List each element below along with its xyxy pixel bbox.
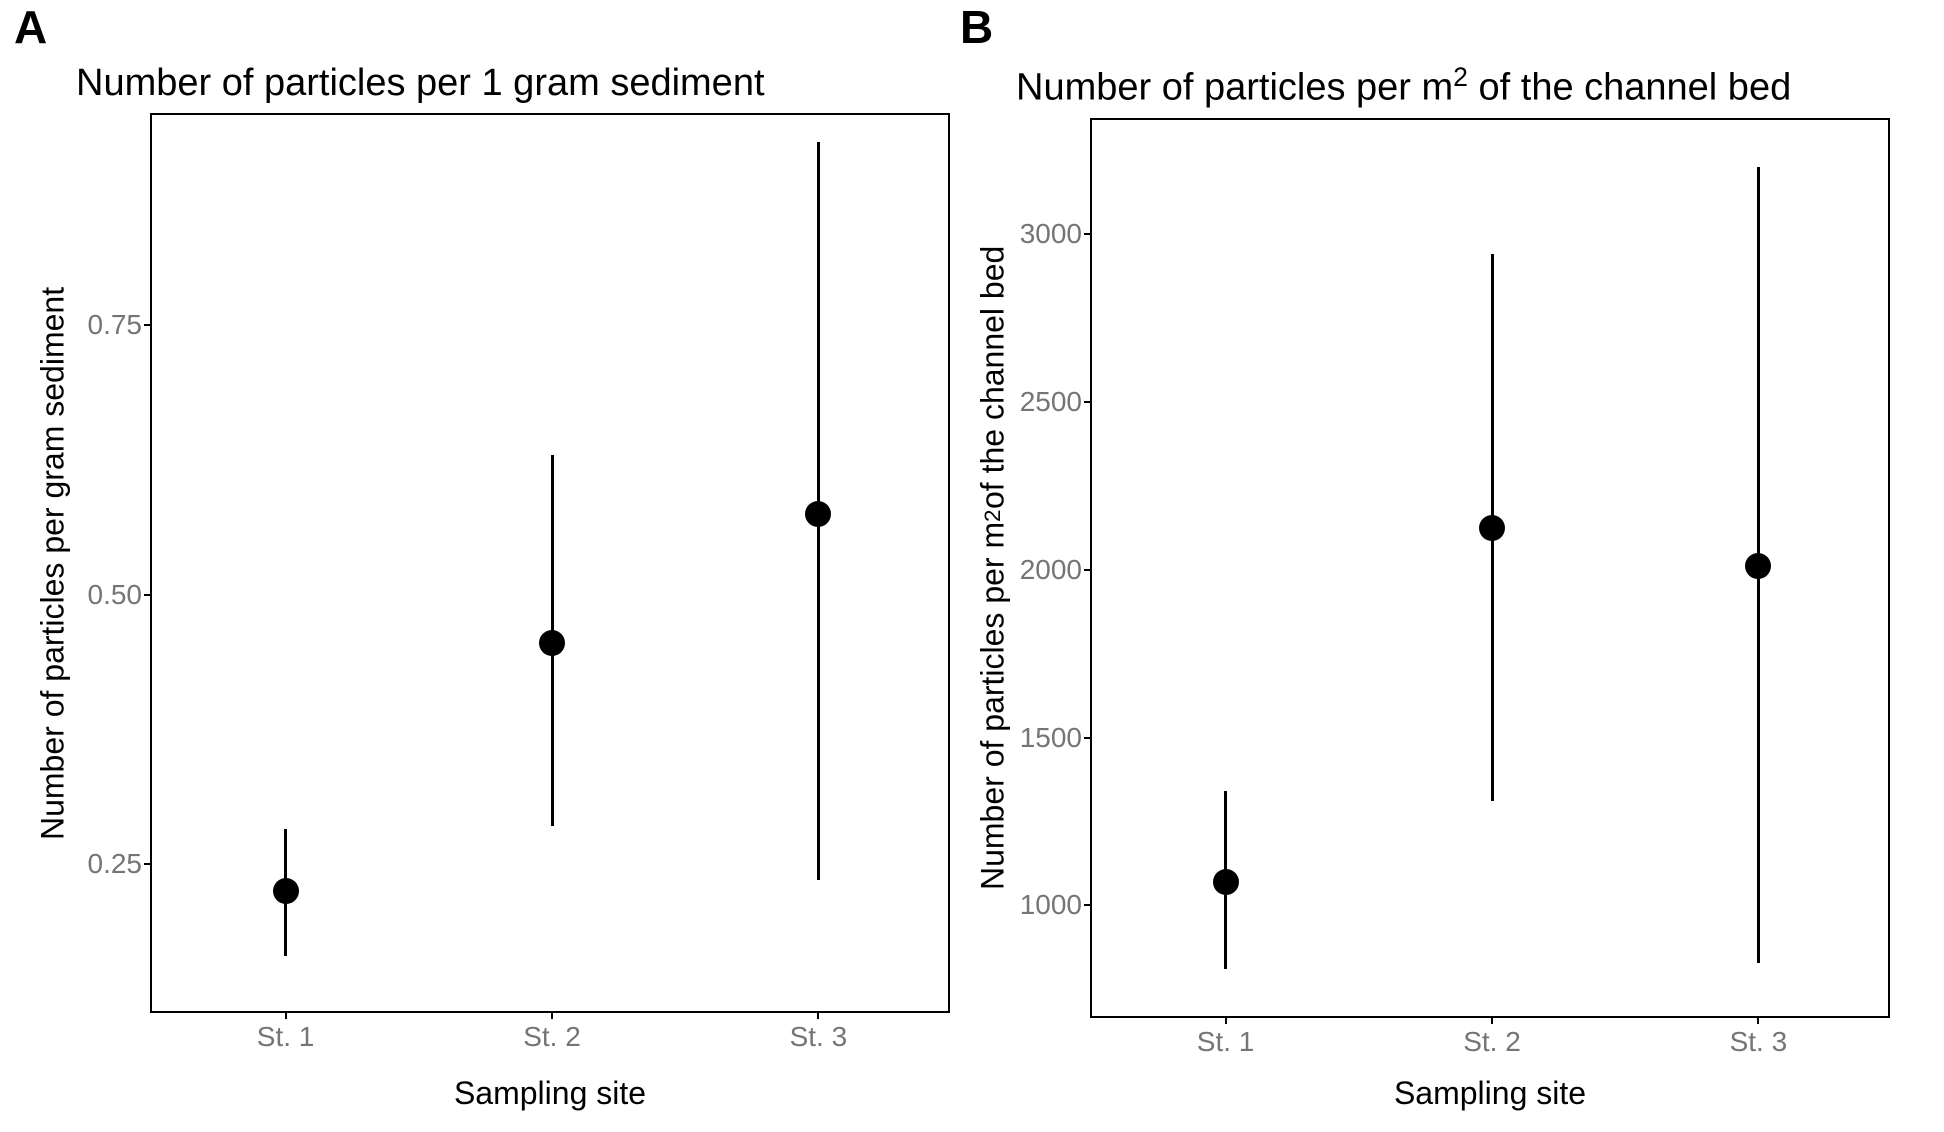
x-axis-label-a: Sampling site xyxy=(150,1075,950,1112)
panel-label-b: B xyxy=(960,0,993,54)
x-tick-label: St. 1 xyxy=(1197,1016,1255,1058)
data-point xyxy=(273,878,299,904)
x-tick-label: St. 2 xyxy=(1463,1016,1521,1058)
x-tick-label: St. 1 xyxy=(257,1011,315,1053)
panel-title-b: Number of particles per m2 of the channe… xyxy=(1016,62,1914,110)
plot-area-b: Number of particles per m2of the channel… xyxy=(970,118,1914,1029)
data-point xyxy=(1479,515,1505,541)
y-tick-label: 2000 xyxy=(1020,554,1092,586)
plot-box-a: 0.250.500.75St. 1St. 2St. 3 xyxy=(150,113,950,1013)
x-tick-label: St. 3 xyxy=(790,1011,848,1053)
y-tick-label: 0.75 xyxy=(88,309,153,341)
figure: A Number of particles per 1 gram sedimen… xyxy=(0,0,1944,1132)
y-tick-label: 1500 xyxy=(1020,722,1092,754)
y-axis-label-b: Number of particles per m2of the channel… xyxy=(970,118,1016,1018)
y-tick-label: 0.25 xyxy=(88,848,153,880)
panel-a: A Number of particles per 1 gram sedimen… xyxy=(0,0,960,1132)
data-point xyxy=(1213,869,1239,895)
data-point xyxy=(539,630,565,656)
y-axis-label-a: Number of particles per gram sediment xyxy=(30,113,76,1013)
y-tick-label: 2500 xyxy=(1020,386,1092,418)
data-point xyxy=(805,501,831,527)
data-point xyxy=(1745,553,1771,579)
y-tick-label: 1000 xyxy=(1020,889,1092,921)
x-tick-label: St. 2 xyxy=(523,1011,581,1053)
plot-box-b: 10001500200025003000St. 1St. 2St. 3 xyxy=(1090,118,1890,1018)
y-tick-gutter-a xyxy=(76,113,150,1029)
panel-b: B Number of particles per m2 of the chan… xyxy=(960,0,1944,1132)
y-tick-label: 3000 xyxy=(1020,218,1092,250)
panel-label-a: A xyxy=(14,0,47,54)
x-axis-label-b: Sampling site xyxy=(1090,1075,1890,1112)
panel-title-a: Number of particles per 1 gram sediment xyxy=(76,62,950,105)
plot-area-a: Number of particles per gram sediment 0.… xyxy=(30,113,950,1029)
x-tick-label: St. 3 xyxy=(1730,1016,1788,1058)
y-tick-label: 0.50 xyxy=(88,579,153,611)
